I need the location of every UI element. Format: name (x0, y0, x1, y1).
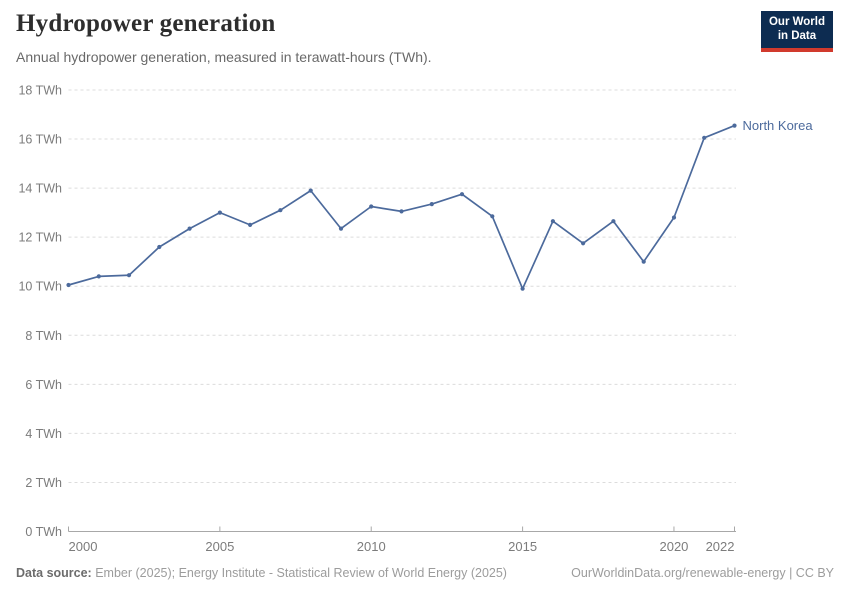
data-point[interactable] (157, 244, 162, 250)
data-point[interactable] (611, 219, 616, 224)
data-point[interactable] (66, 282, 71, 288)
data-point[interactable] (641, 259, 646, 264)
data-point[interactable] (187, 226, 192, 231)
page-title: Hydropower generation (16, 10, 276, 37)
y-tick-label: 16 TWh (18, 133, 62, 147)
data-point[interactable] (459, 192, 465, 197)
series-line[interactable] (67, 124, 736, 290)
data-point[interactable] (278, 208, 283, 213)
y-tick-label: 4 TWh (25, 427, 62, 441)
x-tick-label: 2000 (69, 539, 98, 554)
series-entity-label[interactable]: North Korea (743, 118, 814, 133)
data-point[interactable] (550, 219, 556, 224)
data-point[interactable] (732, 123, 737, 128)
data-point[interactable] (217, 210, 222, 215)
data-point[interactable] (338, 226, 344, 231)
data-point[interactable] (520, 286, 525, 291)
x-tick-label: 2010 (357, 539, 386, 554)
data-point[interactable] (671, 215, 677, 220)
x-tick-label: 2020 (659, 539, 688, 554)
chart-footer: Data source: Ember (2025); Energy Instit… (16, 566, 834, 580)
y-tick-label: 12 TWh (18, 231, 62, 245)
data-point[interactable] (702, 135, 707, 140)
data-point[interactable] (581, 241, 586, 246)
y-tick-label: 10 TWh (18, 280, 62, 294)
data-point[interactable] (308, 188, 313, 193)
data-point[interactable] (126, 273, 132, 278)
data-source-label: Data source: (16, 566, 92, 580)
x-tick-label: 2022 (706, 539, 735, 554)
data-point[interactable] (369, 204, 374, 209)
y-tick-label: 8 TWh (25, 329, 62, 343)
data-point[interactable] (96, 274, 101, 279)
x-tick-label: 2015 (508, 539, 537, 554)
owid-logo[interactable]: Our World in Data (760, 11, 833, 52)
x-tick-label: 2005 (205, 539, 234, 554)
y-tick-label: 6 TWh (25, 378, 62, 392)
y-tick-label: 14 TWh (18, 182, 62, 196)
data-source-text: Ember (2025); Energy Institute - Statist… (91, 566, 507, 580)
data-point[interactable] (248, 222, 253, 227)
data-point[interactable] (490, 214, 495, 219)
data-point[interactable] (399, 209, 404, 214)
owid-url-link[interactable]: OurWorldinData.org/renewable-energy | CC… (571, 566, 834, 580)
owid-logo-line1: Our World (768, 16, 825, 28)
y-tick-label: 18 TWh (18, 84, 62, 98)
data-source-note: Data source: Ember (2025); Energy Instit… (16, 566, 507, 580)
data-point[interactable] (429, 202, 434, 207)
y-tick-label: 0 TWh (25, 525, 62, 539)
owid-logo-line2: in Data (777, 29, 817, 42)
y-tick-label: 2 TWh (25, 476, 62, 490)
page-subtitle: Annual hydropower generation, measured i… (16, 49, 432, 65)
